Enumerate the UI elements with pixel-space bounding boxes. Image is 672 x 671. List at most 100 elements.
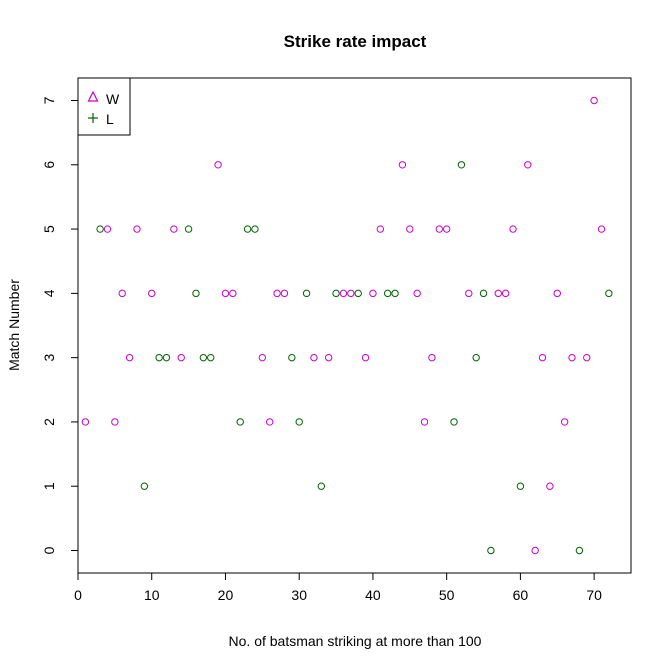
y-tick-label: 0 [41, 546, 57, 554]
legend: W L [77, 77, 131, 136]
point-w [501, 289, 510, 298]
y-tick-label: 6 [41, 161, 57, 169]
point-w [148, 289, 156, 298]
y-tick-label: 7 [41, 96, 57, 104]
x-tick-label: 10 [144, 587, 160, 603]
point-l [391, 289, 399, 298]
y-tick-label: 2 [41, 418, 57, 426]
point-l [192, 289, 200, 298]
point-l [332, 289, 340, 298]
point-w [266, 418, 274, 426]
x-axis: 0 10 20 30 40 50 60 70 [74, 572, 602, 603]
chart-title: Strike rate impact [284, 32, 427, 51]
point-w [597, 225, 606, 233]
point-l [605, 289, 613, 298]
point-w [413, 289, 421, 298]
legend-plus-icon [88, 113, 98, 123]
point-l [302, 289, 311, 298]
point-w [428, 353, 436, 362]
point-l [472, 353, 480, 362]
point-w [531, 546, 539, 555]
point-w [214, 161, 222, 169]
x-tick-label: 70 [586, 587, 602, 603]
point-w [170, 225, 178, 233]
point-w [494, 289, 502, 298]
y-tick-label: 5 [41, 225, 57, 233]
y-tick-label: 4 [41, 289, 57, 297]
point-l [354, 289, 362, 298]
point-l [243, 225, 252, 233]
point-w [347, 289, 355, 298]
point-l [140, 482, 149, 490]
data-points [81, 96, 613, 555]
y-axis-label: Match Number [6, 279, 22, 371]
point-w [111, 418, 119, 426]
point-w [524, 161, 532, 169]
point-l [162, 353, 171, 362]
point-w [273, 289, 281, 298]
y-axis: 0 1 2 3 4 5 6 7 [41, 96, 79, 554]
legend-label-w: W [106, 91, 120, 107]
point-w [133, 225, 141, 233]
point-w [376, 225, 385, 233]
point-l [236, 418, 244, 426]
point-w [398, 161, 407, 169]
point-w [361, 353, 370, 362]
point-w [583, 353, 591, 362]
plot-area [77, 77, 632, 574]
point-l [184, 225, 193, 233]
point-l [450, 418, 458, 426]
point-w [509, 225, 517, 233]
point-w [442, 225, 451, 233]
point-l [155, 353, 163, 362]
point-l [516, 482, 525, 490]
point-l [317, 482, 326, 490]
point-l [199, 353, 208, 362]
point-w [81, 418, 90, 426]
point-w [258, 353, 267, 362]
legend-box [77, 77, 131, 136]
legend-label-l: L [106, 111, 114, 127]
point-w [280, 289, 289, 298]
point-l [383, 289, 392, 298]
point-l [251, 225, 259, 233]
x-tick-label: 30 [291, 587, 307, 603]
y-tick-label: 1 [41, 482, 57, 490]
x-tick-label: 40 [365, 587, 381, 603]
point-l [457, 161, 466, 169]
point-l [295, 418, 303, 426]
point-w [546, 482, 554, 490]
x-tick-label: 0 [74, 587, 82, 603]
point-w [221, 289, 230, 298]
x-axis-label: No. of batsman striking at more than 100 [229, 633, 482, 649]
point-l [288, 353, 296, 362]
point-w [177, 353, 185, 362]
point-w [324, 353, 333, 362]
point-w [125, 353, 134, 362]
legend-triangle-icon [87, 90, 99, 102]
x-tick-label: 20 [218, 587, 234, 603]
point-w [118, 289, 126, 298]
point-w [369, 289, 377, 298]
point-w [538, 353, 547, 362]
point-w [310, 353, 318, 362]
point-w [339, 289, 348, 298]
point-l [479, 289, 488, 298]
point-w [103, 225, 112, 233]
point-w [435, 225, 443, 233]
point-w [229, 289, 237, 298]
x-tick-label: 50 [439, 587, 455, 603]
point-w [465, 289, 473, 298]
point-l [487, 546, 495, 555]
y-tick-label: 3 [41, 354, 57, 362]
point-w [553, 289, 561, 298]
point-l [207, 353, 215, 362]
point-l [96, 225, 104, 233]
point-l [575, 546, 584, 555]
point-w [560, 418, 569, 426]
point-w [406, 225, 414, 233]
point-w [590, 96, 598, 105]
x-tick-label: 60 [513, 587, 529, 603]
point-w [420, 418, 429, 426]
